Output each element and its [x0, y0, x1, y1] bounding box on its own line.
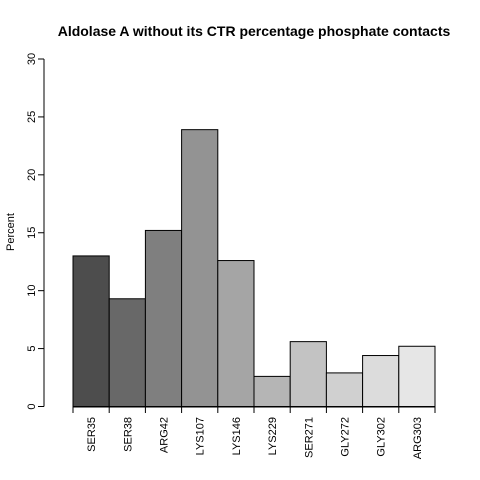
y-tick-label: 10 [26, 285, 38, 297]
bar [72, 255, 110, 407]
y-tick-label: 20 [26, 169, 38, 181]
x-tick-label: SER38 [122, 417, 134, 452]
y-tick-label: 15 [26, 227, 38, 239]
bar [289, 341, 327, 407]
bar [325, 372, 364, 407]
y-axis: 0 5 10 15 20 25 30 [26, 53, 45, 410]
x-tick-label: ARG42 [159, 417, 171, 453]
x-tick-label: LYS229 [267, 417, 279, 455]
bar [253, 375, 291, 407]
x-tick-label: SER35 [86, 417, 98, 452]
x-tick-label: ARG303 [412, 417, 424, 459]
x-tick-label: GLY302 [376, 417, 388, 457]
x-tick-label: LYS107 [195, 417, 207, 455]
bar [181, 129, 219, 408]
x-tick-label: SER271 [303, 417, 315, 458]
y-tick-label: 30 [26, 53, 38, 65]
y-tick-label: 0 [26, 403, 38, 409]
bar [217, 260, 255, 407]
bar [398, 345, 436, 407]
x-tick-label: GLY272 [340, 417, 352, 457]
bar [144, 229, 183, 407]
y-axis-label: Percent [5, 213, 17, 251]
x-axis: SER35 SER38 ARG42 LYS107 LYS146 LYS229 SER271 G… [72, 406, 436, 459]
bar [362, 355, 400, 407]
y-tick-label: 5 [26, 346, 38, 352]
chart-title: Aldolase A without its CTR percentage ph… [58, 23, 451, 39]
bar [108, 298, 146, 407]
y-tick-label: 25 [26, 111, 38, 123]
x-tick-label: LYS146 [231, 417, 243, 455]
bars [72, 129, 436, 408]
